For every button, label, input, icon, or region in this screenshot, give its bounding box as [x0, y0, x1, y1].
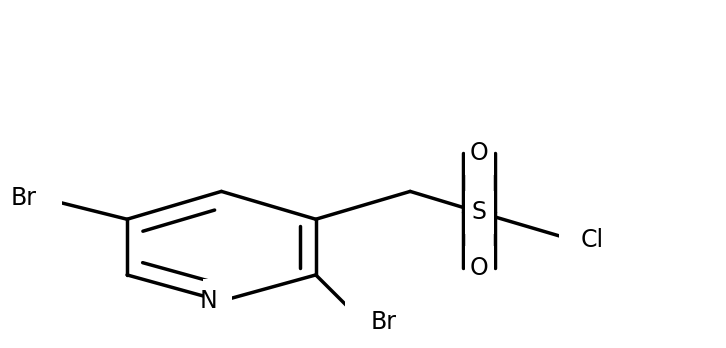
FancyBboxPatch shape: [465, 190, 494, 234]
Text: S: S: [472, 200, 486, 224]
FancyBboxPatch shape: [203, 279, 232, 323]
Text: N: N: [200, 289, 218, 313]
FancyBboxPatch shape: [345, 296, 396, 347]
FancyBboxPatch shape: [559, 218, 603, 262]
FancyBboxPatch shape: [465, 246, 494, 290]
Text: Br: Br: [10, 187, 36, 210]
Text: Br: Br: [370, 310, 396, 334]
Text: Cl: Cl: [581, 228, 604, 252]
Text: O: O: [470, 141, 489, 165]
FancyBboxPatch shape: [465, 131, 494, 175]
Text: O: O: [470, 256, 489, 280]
FancyBboxPatch shape: [11, 173, 62, 224]
